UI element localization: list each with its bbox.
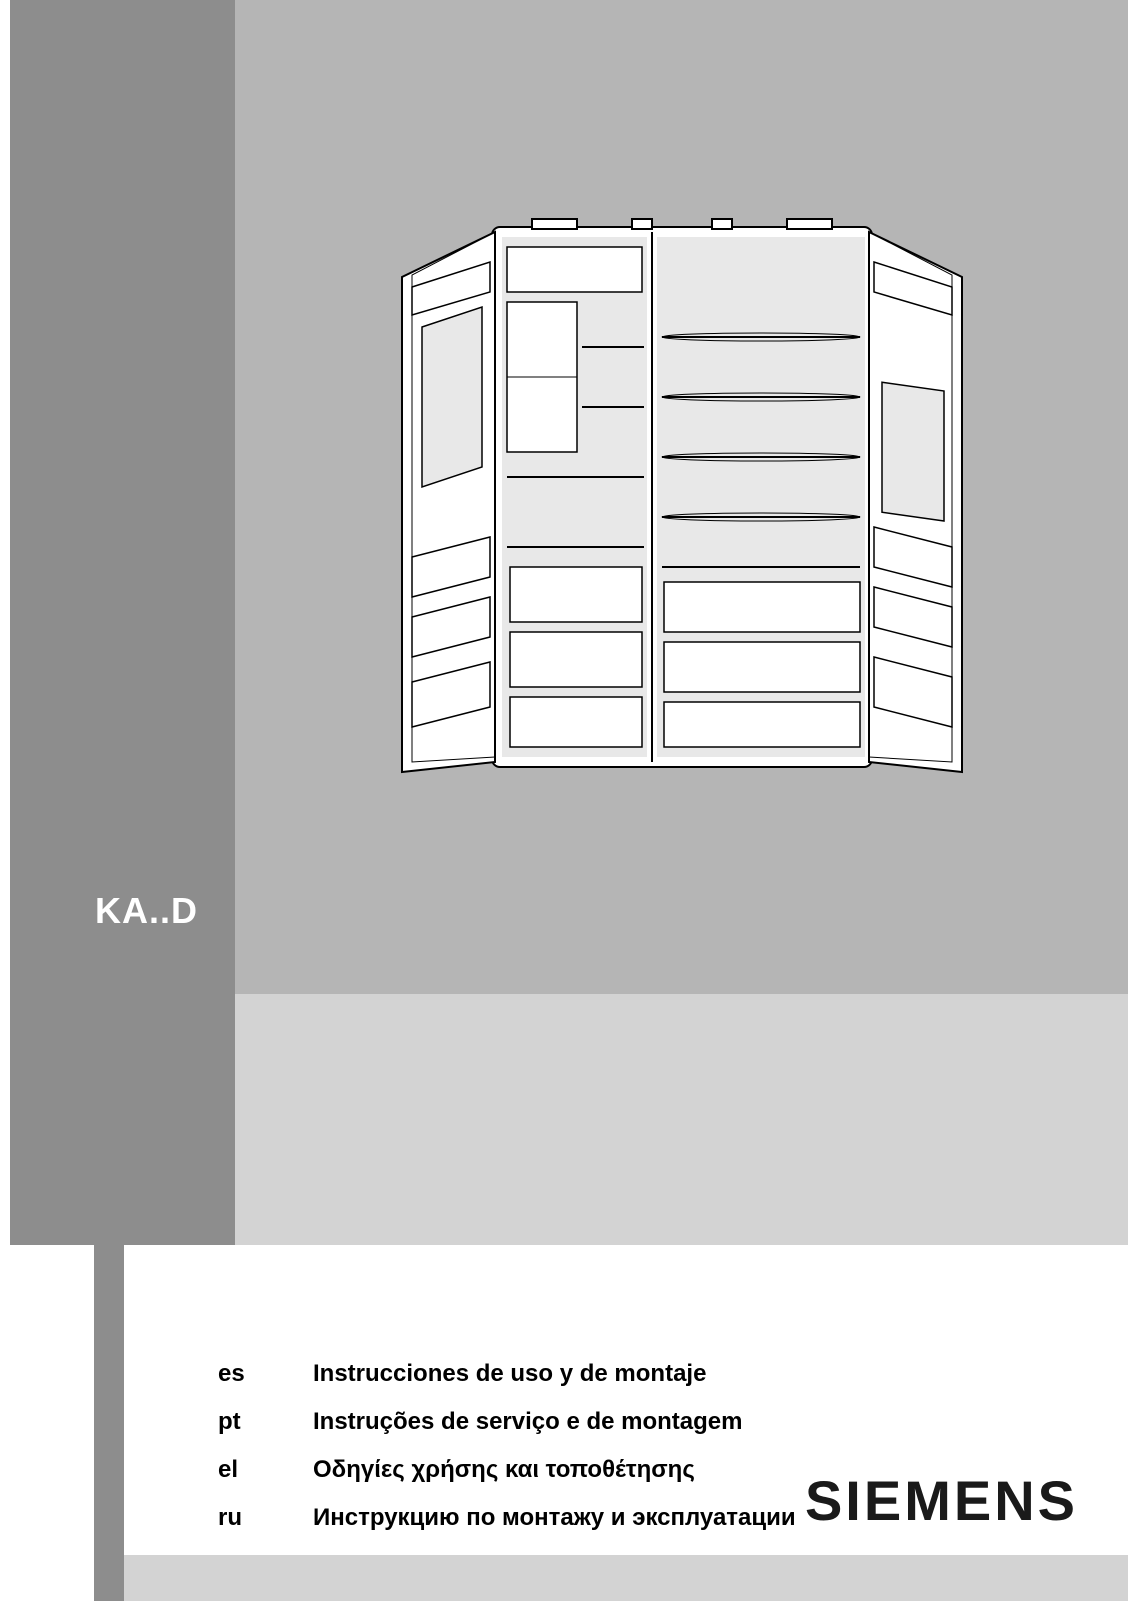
brand-logo: SIEMENS: [805, 1468, 1078, 1533]
product-illustration-area: [235, 0, 1128, 994]
language-list: es Instrucciones de uso y de montaje pt …: [218, 1350, 796, 1542]
lang-text: Instrucciones de uso y de montaje: [313, 1350, 706, 1398]
lang-row-el: el Οδηγίες χρήσης και τοποθέτησης: [218, 1446, 796, 1494]
sidebar-panel: [10, 0, 235, 1245]
lang-code: el: [218, 1446, 313, 1494]
lang-code: es: [218, 1350, 313, 1398]
lang-code: ru: [218, 1494, 313, 1542]
lang-text: Instruções de serviço e de montagem: [313, 1398, 742, 1446]
refrigerator-illustration: [382, 217, 982, 777]
lang-text: Инструкцию по монтажу и эксплуатации: [313, 1494, 796, 1542]
lang-row-es: es Instrucciones de uso y de montaje: [218, 1350, 796, 1398]
lang-text: Οδηγίες χρήσης και τοποθέτησης: [313, 1446, 695, 1494]
model-code: KA..D: [95, 890, 198, 932]
lang-code: pt: [218, 1398, 313, 1446]
lang-row-ru: ru Инструкцию по монтажу и эксплуатации: [218, 1494, 796, 1542]
lang-row-pt: pt Instruções de serviço e de montagem: [218, 1398, 796, 1446]
accent-bar: [94, 1245, 124, 1601]
lower-light-panel: [235, 994, 1128, 1245]
